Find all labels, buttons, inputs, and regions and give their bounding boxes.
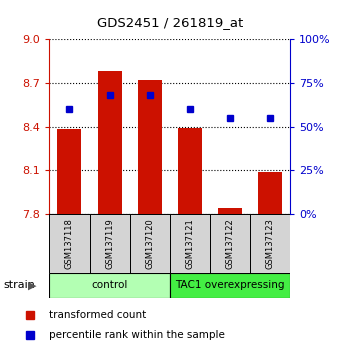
Text: percentile rank within the sample: percentile rank within the sample	[49, 330, 225, 340]
Bar	[210, 214, 250, 273]
Text: strain: strain	[3, 280, 35, 290]
Bar	[218, 208, 242, 214]
Bar	[137, 80, 162, 214]
Text: GSM137119: GSM137119	[105, 218, 114, 269]
Text: ▶: ▶	[28, 280, 36, 290]
Bar	[49, 214, 89, 273]
Bar	[258, 172, 282, 214]
Text: GSM137120: GSM137120	[145, 218, 154, 269]
Bar	[98, 71, 121, 214]
Bar	[89, 214, 130, 273]
Bar	[49, 273, 169, 298]
Text: GDS2451 / 261819_at: GDS2451 / 261819_at	[98, 16, 243, 29]
Bar	[169, 214, 210, 273]
Bar	[250, 214, 290, 273]
Bar	[169, 273, 290, 298]
Text: control: control	[91, 280, 128, 290]
Text: GSM137123: GSM137123	[265, 218, 274, 269]
Text: transformed count: transformed count	[49, 310, 146, 320]
Text: GSM137121: GSM137121	[185, 218, 194, 269]
Text: GSM137118: GSM137118	[65, 218, 74, 269]
Text: GSM137122: GSM137122	[225, 218, 234, 269]
Text: TAC1 overexpressing: TAC1 overexpressing	[175, 280, 284, 290]
Bar	[57, 130, 81, 214]
Bar	[130, 214, 169, 273]
Bar	[178, 128, 202, 214]
